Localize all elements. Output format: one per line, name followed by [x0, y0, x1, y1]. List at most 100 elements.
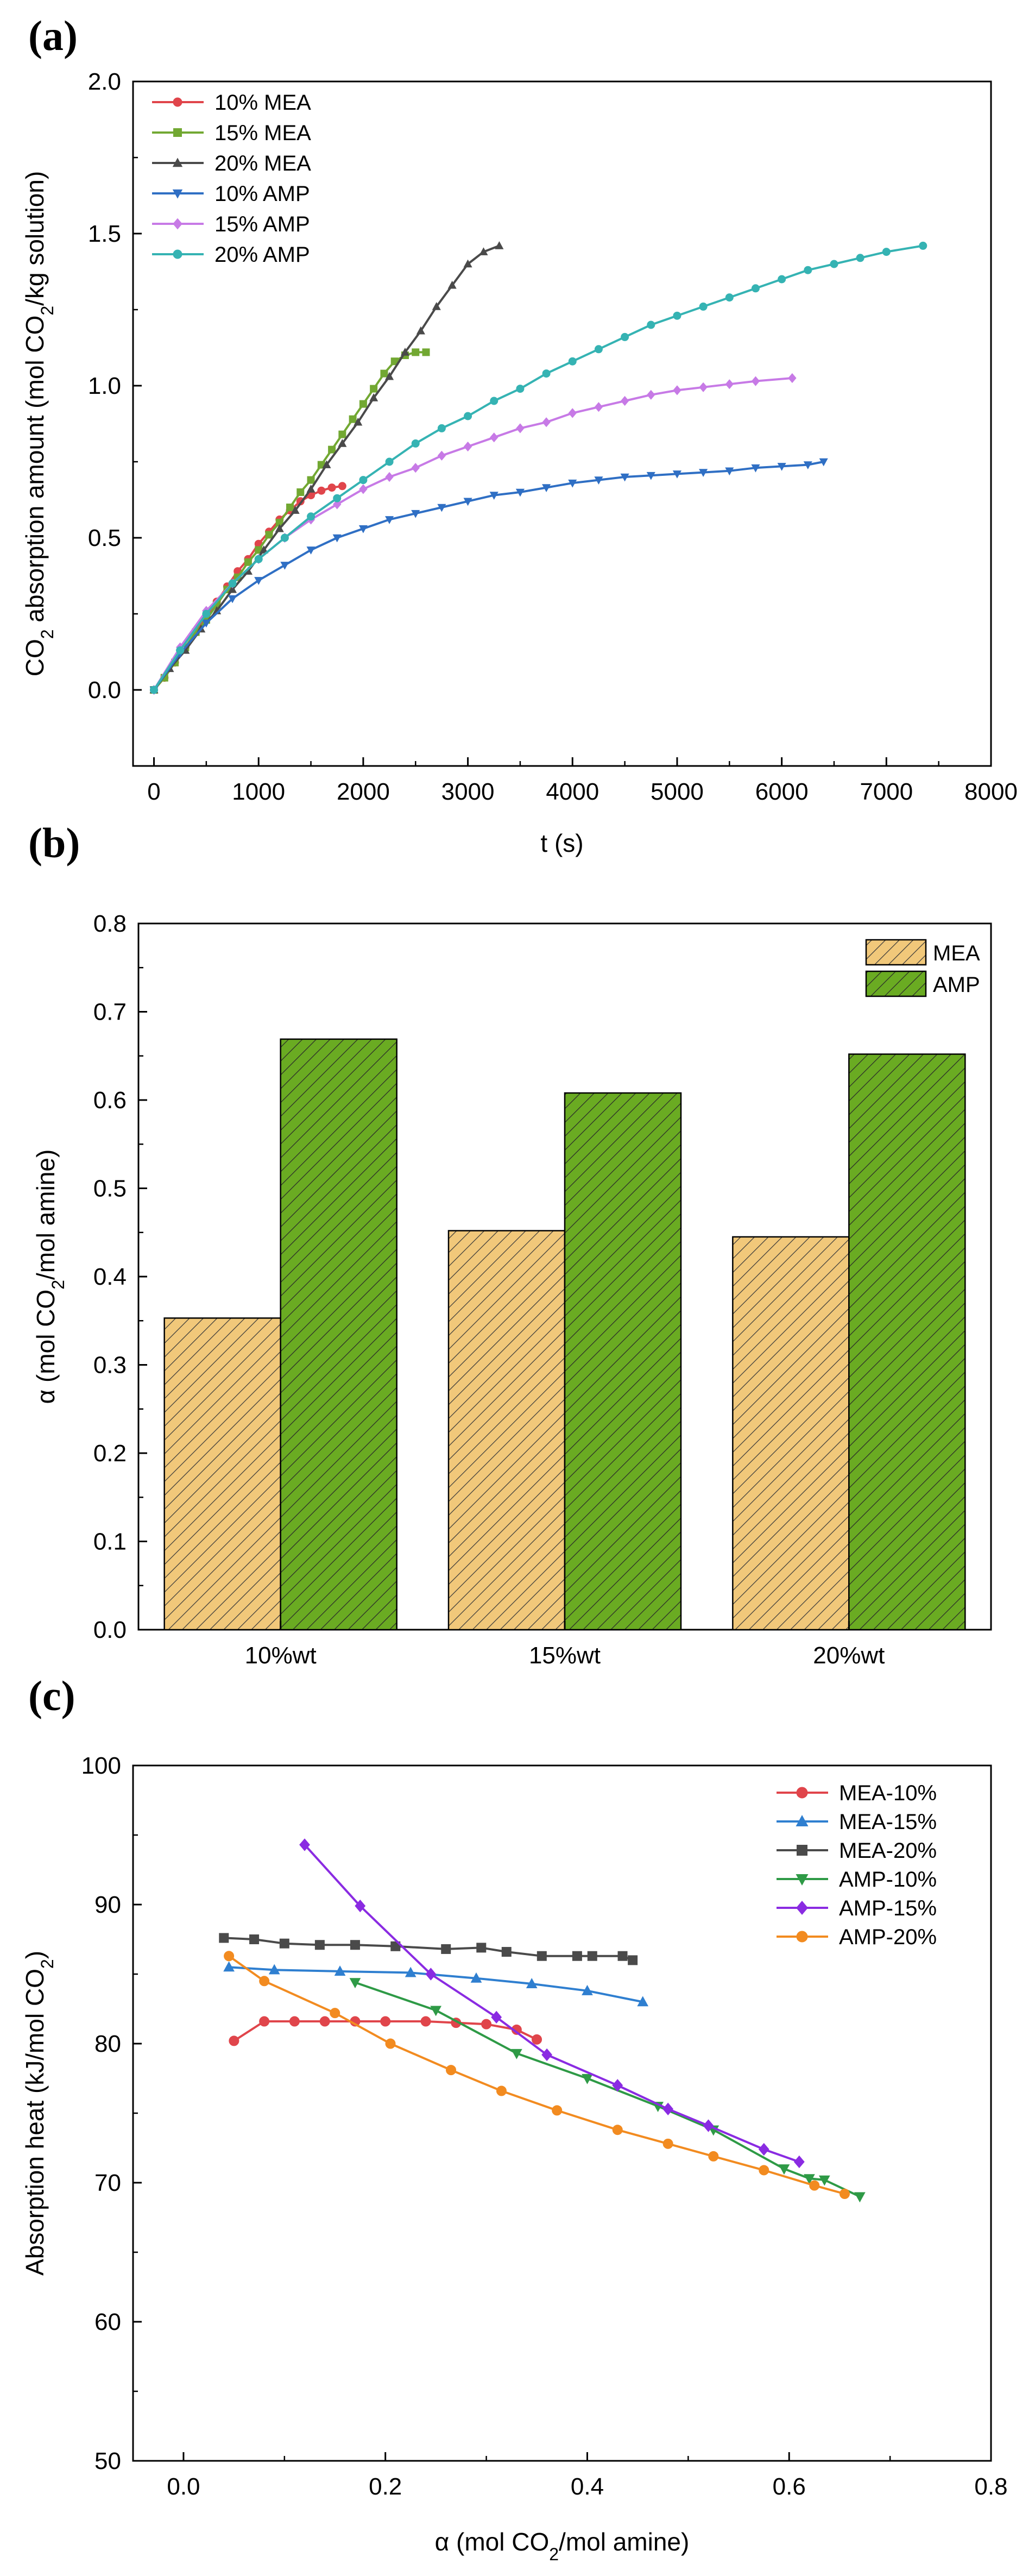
data-point-10-amp — [542, 484, 551, 492]
data-point-10-amp — [437, 504, 446, 512]
data-point-20-amp — [150, 686, 159, 694]
legend-item-20-amp: 20% AMP — [152, 243, 310, 267]
panel-a-label: (a) — [28, 12, 78, 59]
legend-item-amp-20: AMP-20% — [777, 1925, 937, 1949]
data-point-20-amp — [751, 284, 760, 293]
data-point-10-amp — [332, 534, 342, 543]
data-point-20-mea — [228, 585, 237, 593]
data-point-20-amp — [464, 412, 472, 420]
data-point-10-mea — [338, 482, 346, 491]
data-point-20-amp — [804, 266, 812, 274]
data-point-20-amp — [280, 533, 289, 542]
data-point-20-amp — [254, 555, 263, 563]
data-point-15-amp — [788, 373, 797, 384]
data-point-20-amp — [856, 254, 864, 262]
data-point-10-amp — [777, 463, 786, 471]
data-point-15-mea — [286, 504, 294, 511]
data-point-15-amp — [620, 395, 629, 406]
legend-swatch-marker — [172, 189, 183, 199]
data-point-10-amp — [515, 488, 525, 497]
series-line-amp-20 — [228, 1955, 845, 2195]
x-tick-label: 3000 — [441, 778, 495, 805]
data-point-20-mea — [400, 348, 410, 356]
data-point-amp-10 — [430, 2006, 441, 2016]
x-tick-label: 0.6 — [773, 2473, 806, 2500]
panel-c-series — [219, 1838, 866, 2203]
series-amp-20 — [224, 1951, 850, 2199]
data-point-amp-20 — [385, 2038, 396, 2049]
data-point-mea-20 — [617, 1951, 628, 1961]
data-point-10-amp — [411, 510, 420, 518]
panel-a: (a) 0.0 0.5 1.0 1.5 2.0 0 1000 2000 3000 4000 500… — [21, 12, 1018, 857]
panel-c-label: (c) — [28, 1672, 75, 1719]
panel-b-label: (b) — [28, 819, 80, 866]
x-tick-label: 5000 — [651, 778, 704, 805]
panel-c-y-ticks: 50 60 70 80 90 100 — [81, 1752, 142, 2474]
x-tick-label: 0.0 — [167, 2473, 200, 2500]
legend-swatch-marker — [796, 1901, 808, 1915]
legend-label: 20% AMP — [214, 243, 310, 267]
x-tick-label: 4000 — [546, 778, 599, 805]
y-tick-label: 0.8 — [93, 910, 127, 937]
data-point-10-amp — [646, 472, 655, 480]
legend-label: AMP-20% — [839, 1925, 937, 1949]
legend-swatch — [865, 970, 927, 997]
data-point-15-mea — [359, 400, 367, 408]
data-point-20-mea — [463, 259, 472, 268]
data-point-amp-20 — [552, 2105, 563, 2116]
data-point-20-mea — [243, 567, 253, 575]
legend-swatch-marker — [173, 218, 182, 230]
data-point-10-amp — [725, 467, 734, 476]
legend-item-mea-10: MEA-10% — [777, 1781, 937, 1805]
x-tick-label: 0 — [147, 778, 160, 805]
y-tick-label: 0.1 — [93, 1529, 127, 1555]
data-point-15-mea — [349, 415, 357, 423]
data-point-20-amp — [385, 457, 394, 466]
data-point-15-amp — [385, 472, 394, 482]
data-point-10-amp — [819, 458, 828, 467]
data-point-amp-20 — [708, 2151, 719, 2162]
data-point-20-mea — [338, 439, 347, 447]
data-point-amp-20 — [809, 2180, 820, 2191]
data-point-15-mea — [422, 348, 430, 356]
data-point-15-amp — [463, 441, 472, 452]
legend-label: 15% MEA — [214, 121, 311, 145]
data-point-15-mea — [307, 476, 315, 484]
series-mea-10 — [229, 2016, 542, 2046]
data-point-mea-10 — [481, 2019, 492, 2030]
legend-item-mea-20: MEA-20% — [777, 1839, 937, 1863]
y-tick-label: 0.6 — [93, 1087, 127, 1114]
legend-swatch-marker — [796, 1931, 808, 1943]
y-tick-label: 0.7 — [93, 999, 127, 1026]
data-point-amp-20 — [446, 2065, 457, 2076]
data-point-amp-20 — [839, 2188, 850, 2199]
legend-item-amp: AMP — [865, 970, 980, 997]
panel-b-y-ticks: 0.0 0.1 0.2 0.3 0.4 0.5 0.6 0.7 0.8 — [93, 910, 147, 1643]
data-point-amp-10 — [349, 1978, 361, 1989]
data-point-10-amp — [751, 464, 760, 473]
data-point-20-mea — [369, 393, 378, 401]
data-point-20-amp — [778, 275, 786, 284]
data-point-15-mea — [296, 488, 305, 496]
x-tick-label: 1000 — [232, 778, 285, 805]
y-tick-label: 0.2 — [93, 1440, 127, 1467]
data-point-mea-15 — [405, 1966, 416, 1977]
bar-amp-20-wt — [848, 1053, 966, 1631]
data-point-15-mea — [390, 357, 399, 366]
data-point-amp-15 — [425, 1968, 437, 1981]
data-point-10-amp — [568, 479, 577, 488]
data-point-mea-15 — [582, 1984, 593, 1995]
data-point-15-amp — [333, 499, 342, 510]
panel-c-x-axis-title: α (mol CO2/mol amine) — [435, 2528, 690, 2564]
y-tick-label: 50 — [94, 2448, 121, 2474]
panel-a-x-axis-title: t (s) — [540, 829, 583, 857]
data-point-20-amp — [594, 345, 603, 354]
data-point-mea-15 — [268, 1964, 280, 1975]
series-line-15-amp — [153, 377, 793, 691]
data-point-20-mea — [447, 280, 457, 289]
data-point-20-amp — [516, 385, 525, 393]
data-point-20-amp — [542, 369, 551, 378]
data-point-20-amp — [919, 241, 927, 250]
data-point-mea-15 — [526, 1978, 538, 1989]
data-point-amp-20 — [224, 1951, 235, 1962]
